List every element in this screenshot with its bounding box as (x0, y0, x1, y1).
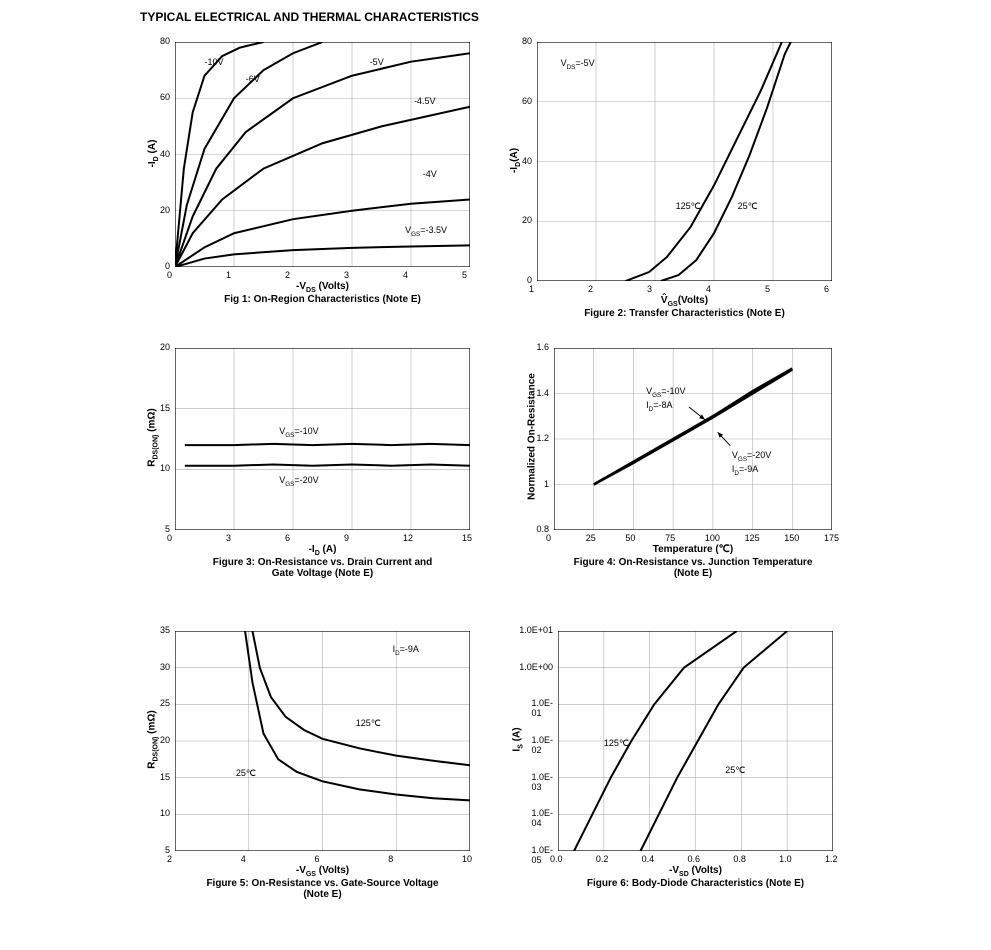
fig5-ylabel: RDS(ON) (mΩ) (147, 630, 160, 850)
fig4-chart: Normalized On-Resistance Temperature (℃)… (554, 348, 832, 590)
fig4-caption: Figure 4: On-Resistance vs. Junction Tem… (554, 557, 832, 579)
fig5-caption: Figure 5: On-Resistance vs. Gate-Source … (175, 878, 470, 900)
fig1-chart: -ID (A) -VDS (Volts) Fig 1: On-Region Ch… (175, 42, 470, 327)
fig1-xlabel: -VDS (Volts) (175, 281, 470, 294)
fig6-chart: IS (A) -VSD (Volts) Figure 6: Body-Diode… (558, 631, 833, 911)
page-title: TYPICAL ELECTRICAL AND THERMAL CHARACTER… (140, 10, 479, 24)
fig6-xlabel: -VSD (Volts) (558, 865, 833, 878)
fig2-caption: Figure 2: Transfer Characteristics (Note… (537, 308, 832, 319)
fig3-ylabel: RDS(ON) (mΩ) (147, 347, 160, 529)
fig5-chart: RDS(ON) (mΩ) -VGS (Volts) Figure 5: On-R… (175, 631, 470, 911)
fig2-ylabel: -ID(A) (509, 41, 522, 280)
fig1-ylabel: -ID (A) (147, 41, 160, 266)
fig2-chart: -ID(A) V̂GS(Volts) Figure 2: Transfer Ch… (537, 42, 832, 341)
fig1-caption: Fig 1: On-Region Characteristics (Note E… (175, 294, 470, 305)
fig3-xlabel: -ID (A) (175, 544, 470, 557)
fig4-xlabel: Temperature (℃) (554, 544, 832, 555)
datasheet-page: TYPICAL ELECTRICAL AND THERMAL CHARACTER… (0, 0, 991, 950)
fig3-chart: RDS(ON) (mΩ) -ID (A) Figure 3: On-Resist… (175, 348, 470, 590)
fig6-caption: Figure 6: Body-Diode Characteristics (No… (558, 878, 833, 889)
fig5-xlabel: -VGS (Volts) (175, 865, 470, 878)
fig3-caption: Figure 3: On-Resistance vs. Drain Curren… (175, 557, 470, 579)
fig2-xlabel: V̂GS(Volts) (537, 295, 832, 308)
